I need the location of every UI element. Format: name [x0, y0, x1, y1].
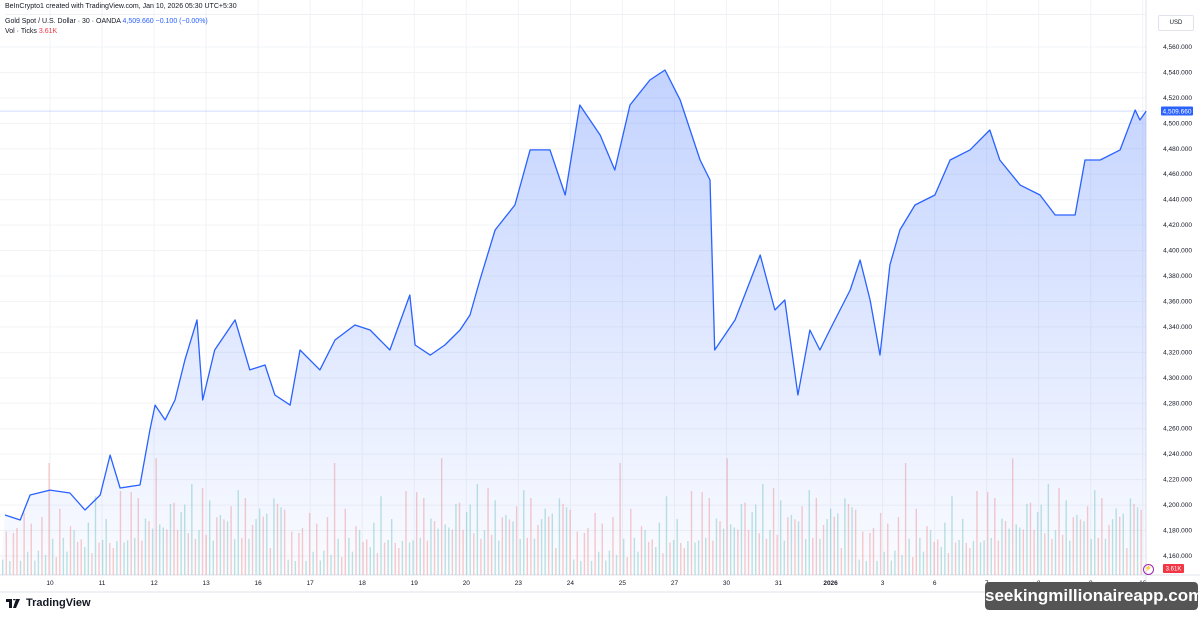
- x-tick-label: 20: [463, 580, 471, 587]
- last-volume-label: 3.61K: [1166, 567, 1182, 573]
- volume-badge: [1163, 564, 1184, 573]
- y-tick-label: 4,480.000: [1163, 146, 1192, 153]
- x-tick-label: 31: [775, 580, 783, 587]
- price-line: [4, 69, 1147, 521]
- x-tick-label: 24: [567, 580, 575, 587]
- last-price-badge: [1161, 106, 1193, 116]
- x-tick-label: 23: [515, 580, 523, 587]
- price-area: [0, 70, 1147, 575]
- x-tick-label: 25: [619, 580, 627, 587]
- y-tick-label: 4,560.000: [1163, 44, 1192, 51]
- y-tick-label: 4,540.000: [1163, 69, 1192, 76]
- lightning-icon[interactable]: ⚡: [1143, 564, 1154, 575]
- brand-name: TradingView: [26, 597, 91, 609]
- tradingview-logo[interactable]: TradingView: [6, 597, 91, 609]
- volume-label: Vol · Ticks: [5, 28, 37, 35]
- attribution: BeInCrypto1 created with TradingView.com…: [5, 3, 237, 10]
- symbol-title: Gold Spot / U.S. Dollar · 30 · OANDA: [5, 18, 121, 25]
- y-tick-label: 4,440.000: [1163, 197, 1192, 204]
- x-tick-label: 19: [411, 580, 419, 587]
- x-tick-label: 11: [99, 580, 106, 587]
- x-tick-label: 3: [881, 580, 885, 587]
- x-tick-label: 6: [933, 580, 937, 587]
- x-tick-label: 17: [307, 580, 315, 587]
- y-tick-label: 4,300.000: [1163, 375, 1192, 382]
- y-tick-label: 4,240.000: [1163, 451, 1192, 458]
- x-tick-label: 12: [150, 580, 158, 587]
- last-price-label: 4,509.660: [1163, 108, 1192, 115]
- x-tick-label: 18: [359, 580, 367, 587]
- y-tick-label: 4,280.000: [1163, 400, 1192, 407]
- y-tick-label: 4,200.000: [1163, 502, 1192, 509]
- y-tick-label: 4,160.000: [1163, 553, 1192, 560]
- watermark: seekingmillionaireapp.com: [985, 582, 1200, 610]
- y-tick-label: 4,380.000: [1163, 273, 1192, 280]
- x-tick-label: 27: [671, 580, 679, 587]
- x-tick-label: 13: [202, 580, 210, 587]
- y-tick-label: 4,500.000: [1163, 120, 1192, 127]
- volume-value: 3.61K: [38, 28, 58, 35]
- y-tick-label: 4,360.000: [1163, 298, 1192, 305]
- currency-button[interactable]: USD: [1158, 15, 1194, 31]
- chart-legend: Gold Spot / U.S. Dollar · 30 · OANDA 4,5…: [5, 14, 1147, 35]
- tradingview-logo-icon: [6, 598, 20, 608]
- last-price: 4,509.660: [122, 18, 154, 25]
- x-tick-label: 2026: [823, 580, 838, 587]
- y-tick-label: 4,220.000: [1163, 477, 1192, 484]
- y-tick-label: 4,520.000: [1163, 95, 1192, 102]
- x-tick-label: 10: [46, 580, 54, 587]
- y-tick-label: 4,180.000: [1163, 528, 1192, 535]
- x-tick-label: 16: [255, 580, 263, 587]
- y-tick-label: 4,340.000: [1163, 324, 1192, 331]
- y-tick-label: 4,400.000: [1163, 248, 1192, 255]
- y-tick-label: 4,460.000: [1163, 171, 1192, 178]
- price-change: −0.100 (−0.00%): [155, 18, 208, 25]
- y-tick-label: 4,260.000: [1163, 426, 1192, 433]
- y-tick-label: 4,420.000: [1163, 222, 1192, 229]
- x-tick-label: 30: [723, 580, 731, 587]
- y-tick-label: 4,320.000: [1163, 349, 1192, 356]
